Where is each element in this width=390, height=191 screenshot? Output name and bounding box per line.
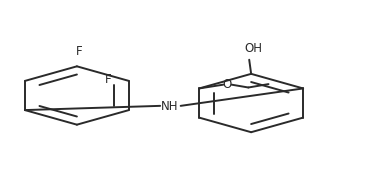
Text: F: F (76, 45, 82, 58)
Text: F: F (105, 73, 112, 86)
Text: O: O (222, 78, 232, 91)
Text: NH: NH (161, 100, 179, 113)
Text: OH: OH (244, 42, 262, 55)
